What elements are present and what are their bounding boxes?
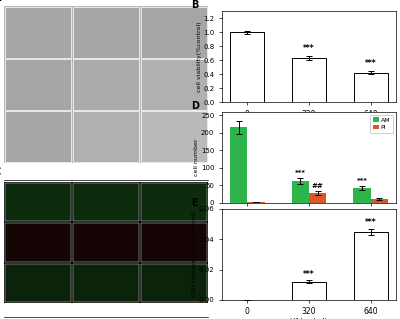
Bar	[230, 127, 247, 203]
FancyBboxPatch shape	[141, 223, 207, 262]
Bar	[354, 232, 388, 300]
Text: ***: ***	[357, 178, 368, 184]
FancyBboxPatch shape	[5, 263, 71, 302]
Y-axis label: cell viability(%control): cell viability(%control)	[197, 21, 202, 92]
FancyBboxPatch shape	[73, 111, 139, 162]
Text: ***: ***	[295, 170, 306, 176]
FancyBboxPatch shape	[73, 183, 139, 221]
FancyBboxPatch shape	[141, 263, 207, 302]
Text: B: B	[191, 0, 198, 11]
Bar	[309, 193, 326, 203]
FancyBboxPatch shape	[73, 223, 139, 262]
FancyBboxPatch shape	[73, 263, 139, 302]
FancyBboxPatch shape	[73, 7, 139, 58]
Text: D: D	[191, 101, 199, 111]
Bar	[354, 188, 371, 203]
FancyBboxPatch shape	[5, 7, 71, 58]
FancyBboxPatch shape	[141, 59, 207, 110]
Bar	[292, 58, 326, 102]
Text: E: E	[191, 198, 197, 208]
FancyBboxPatch shape	[141, 183, 207, 221]
Legend: AM, PI: AM, PI	[370, 115, 393, 133]
X-axis label: UA(μg/ml): UA(μg/ml)	[290, 120, 328, 129]
Text: ***: ***	[365, 218, 377, 227]
Text: ***: ***	[303, 44, 315, 53]
Text: ##: ##	[312, 183, 324, 189]
FancyBboxPatch shape	[73, 59, 139, 110]
X-axis label: UA(μg/ml): UA(μg/ml)	[290, 318, 328, 319]
FancyBboxPatch shape	[5, 223, 71, 262]
FancyBboxPatch shape	[5, 111, 71, 162]
Y-axis label: LDH release rate(%control): LDH release rate(%control)	[192, 211, 197, 297]
Bar	[354, 73, 388, 102]
Bar	[292, 282, 326, 300]
FancyBboxPatch shape	[141, 111, 207, 162]
Bar	[247, 202, 264, 203]
X-axis label: UA(μg/ml): UA(μg/ml)	[290, 221, 328, 230]
FancyBboxPatch shape	[141, 7, 207, 58]
X-axis label: UA(μg/ml): UA(μg/ml)	[88, 195, 124, 202]
Text: ***: ***	[303, 270, 315, 279]
Bar	[371, 199, 388, 203]
Text: A: A	[0, 0, 1, 3]
Y-axis label: cell number: cell number	[194, 138, 200, 176]
FancyBboxPatch shape	[5, 183, 71, 221]
FancyBboxPatch shape	[5, 59, 71, 110]
Bar	[230, 32, 264, 102]
Text: ***: ***	[365, 59, 377, 68]
Text: C: C	[0, 167, 1, 177]
Bar	[292, 181, 309, 203]
